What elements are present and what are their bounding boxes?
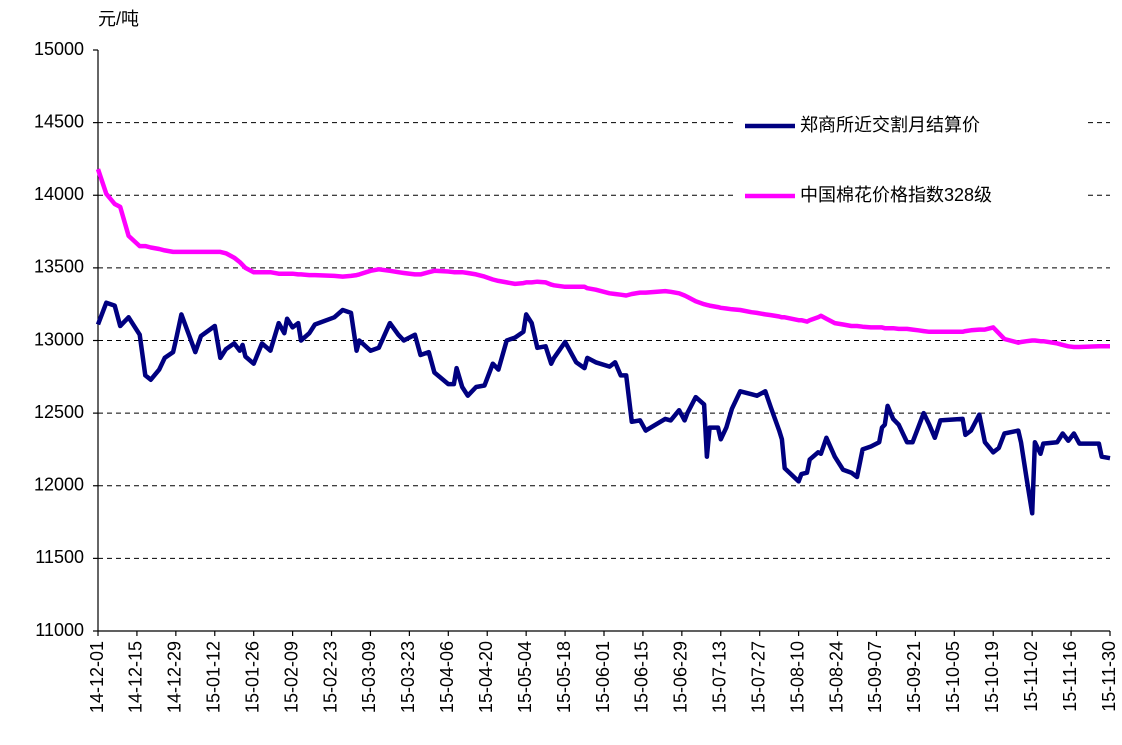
x-tick-label: 15-02-09 [281, 641, 301, 713]
y-tick-label: 11500 [35, 547, 84, 567]
x-tick-label: 15-04-06 [437, 641, 457, 713]
x-tick-label: 15-01-26 [242, 641, 262, 713]
x-tick-label: 15-03-23 [398, 641, 418, 713]
x-tick-label: 15-05-04 [515, 641, 535, 713]
x-tick-label: 15-06-15 [632, 641, 652, 713]
x-tick-label: 15-05-18 [554, 641, 574, 713]
x-tick-label: 15-03-09 [359, 641, 379, 713]
x-tick-label: 15-02-23 [320, 641, 340, 713]
x-tick-label: 15-01-12 [204, 641, 224, 713]
x-tick-label: 15-09-21 [904, 641, 924, 713]
x-tick-label: 14-12-01 [87, 641, 107, 713]
x-tick-label: 15-06-29 [671, 641, 691, 713]
legend-label: 中国棉花价格指数328级 [800, 185, 992, 205]
x-tick-label: 14-12-15 [126, 641, 146, 713]
x-tick-label: 15-08-10 [787, 641, 807, 713]
x-tick-label: 15-08-24 [826, 641, 846, 713]
y-tick-label: 11000 [35, 620, 84, 640]
x-tick-label: 15-06-01 [593, 641, 613, 713]
y-tick-label: 14500 [34, 111, 84, 131]
y-tick-label: 13000 [34, 329, 84, 349]
series-line [95, 168, 1110, 350]
y-tick-label: 13500 [34, 257, 84, 277]
x-tick-label: 15-07-13 [710, 641, 730, 713]
x-tick-label: 15-07-27 [748, 641, 768, 713]
x-tick-label: 15-10-05 [943, 641, 963, 713]
x-tick-label: 15-04-20 [476, 641, 496, 713]
x-tick-label: 15-09-07 [865, 641, 885, 713]
series-line [95, 300, 1111, 516]
y-tick-label: 14000 [34, 184, 84, 204]
y-axis-label: 元/吨 [98, 9, 139, 29]
y-tick-label: 12500 [34, 402, 84, 422]
y-tick-label: 12000 [34, 475, 84, 495]
x-tick-label: 15-11-02 [1021, 641, 1041, 712]
y-tick-label: 15000 [34, 39, 84, 59]
x-tick-label: 15-10-19 [982, 641, 1002, 713]
legend-label: 郑商所近交割月结算价 [800, 115, 980, 135]
x-tick-label: 15-11-16 [1060, 641, 1080, 712]
x-tick-label: 15-11-30 [1099, 641, 1119, 712]
x-tick-label: 14-12-29 [165, 641, 185, 713]
